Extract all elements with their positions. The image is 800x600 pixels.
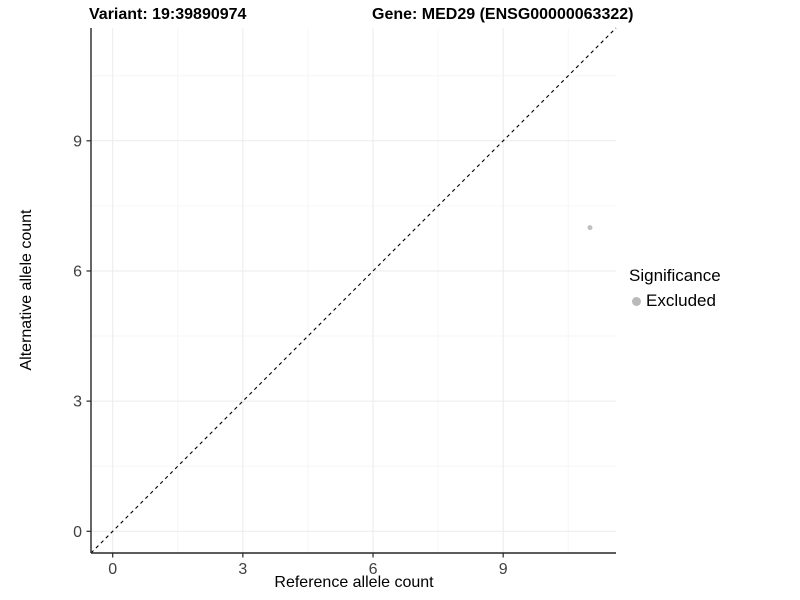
- y-axis-label: Alternative allele count: [18, 209, 35, 371]
- data-point: [587, 225, 593, 231]
- variant-title: Variant: 19:39890974: [89, 6, 247, 23]
- y-tick-label: 9: [73, 133, 82, 150]
- legend-item-excluded: Excluded: [632, 291, 721, 311]
- identity-line: [90, 27, 617, 554]
- legend-title: Significance: [629, 266, 721, 285]
- y-tick-label: 6: [73, 264, 82, 281]
- x-tick-label: 9: [499, 561, 508, 578]
- legend-item-label: Excluded: [646, 291, 716, 310]
- x-tick-label: 3: [238, 561, 247, 578]
- legend: Significance Excluded: [629, 266, 721, 311]
- legend-marker-icon: [632, 296, 641, 306]
- x-tick-label: 0: [108, 561, 117, 578]
- x-tick-label: 6: [369, 561, 378, 578]
- x-axis-label: Reference allele count: [274, 574, 434, 591]
- y-tick-label: 3: [73, 394, 82, 411]
- y-tick-label: 0: [73, 524, 82, 541]
- gene-title: Gene: MED29 (ENSG00000063322): [372, 6, 634, 23]
